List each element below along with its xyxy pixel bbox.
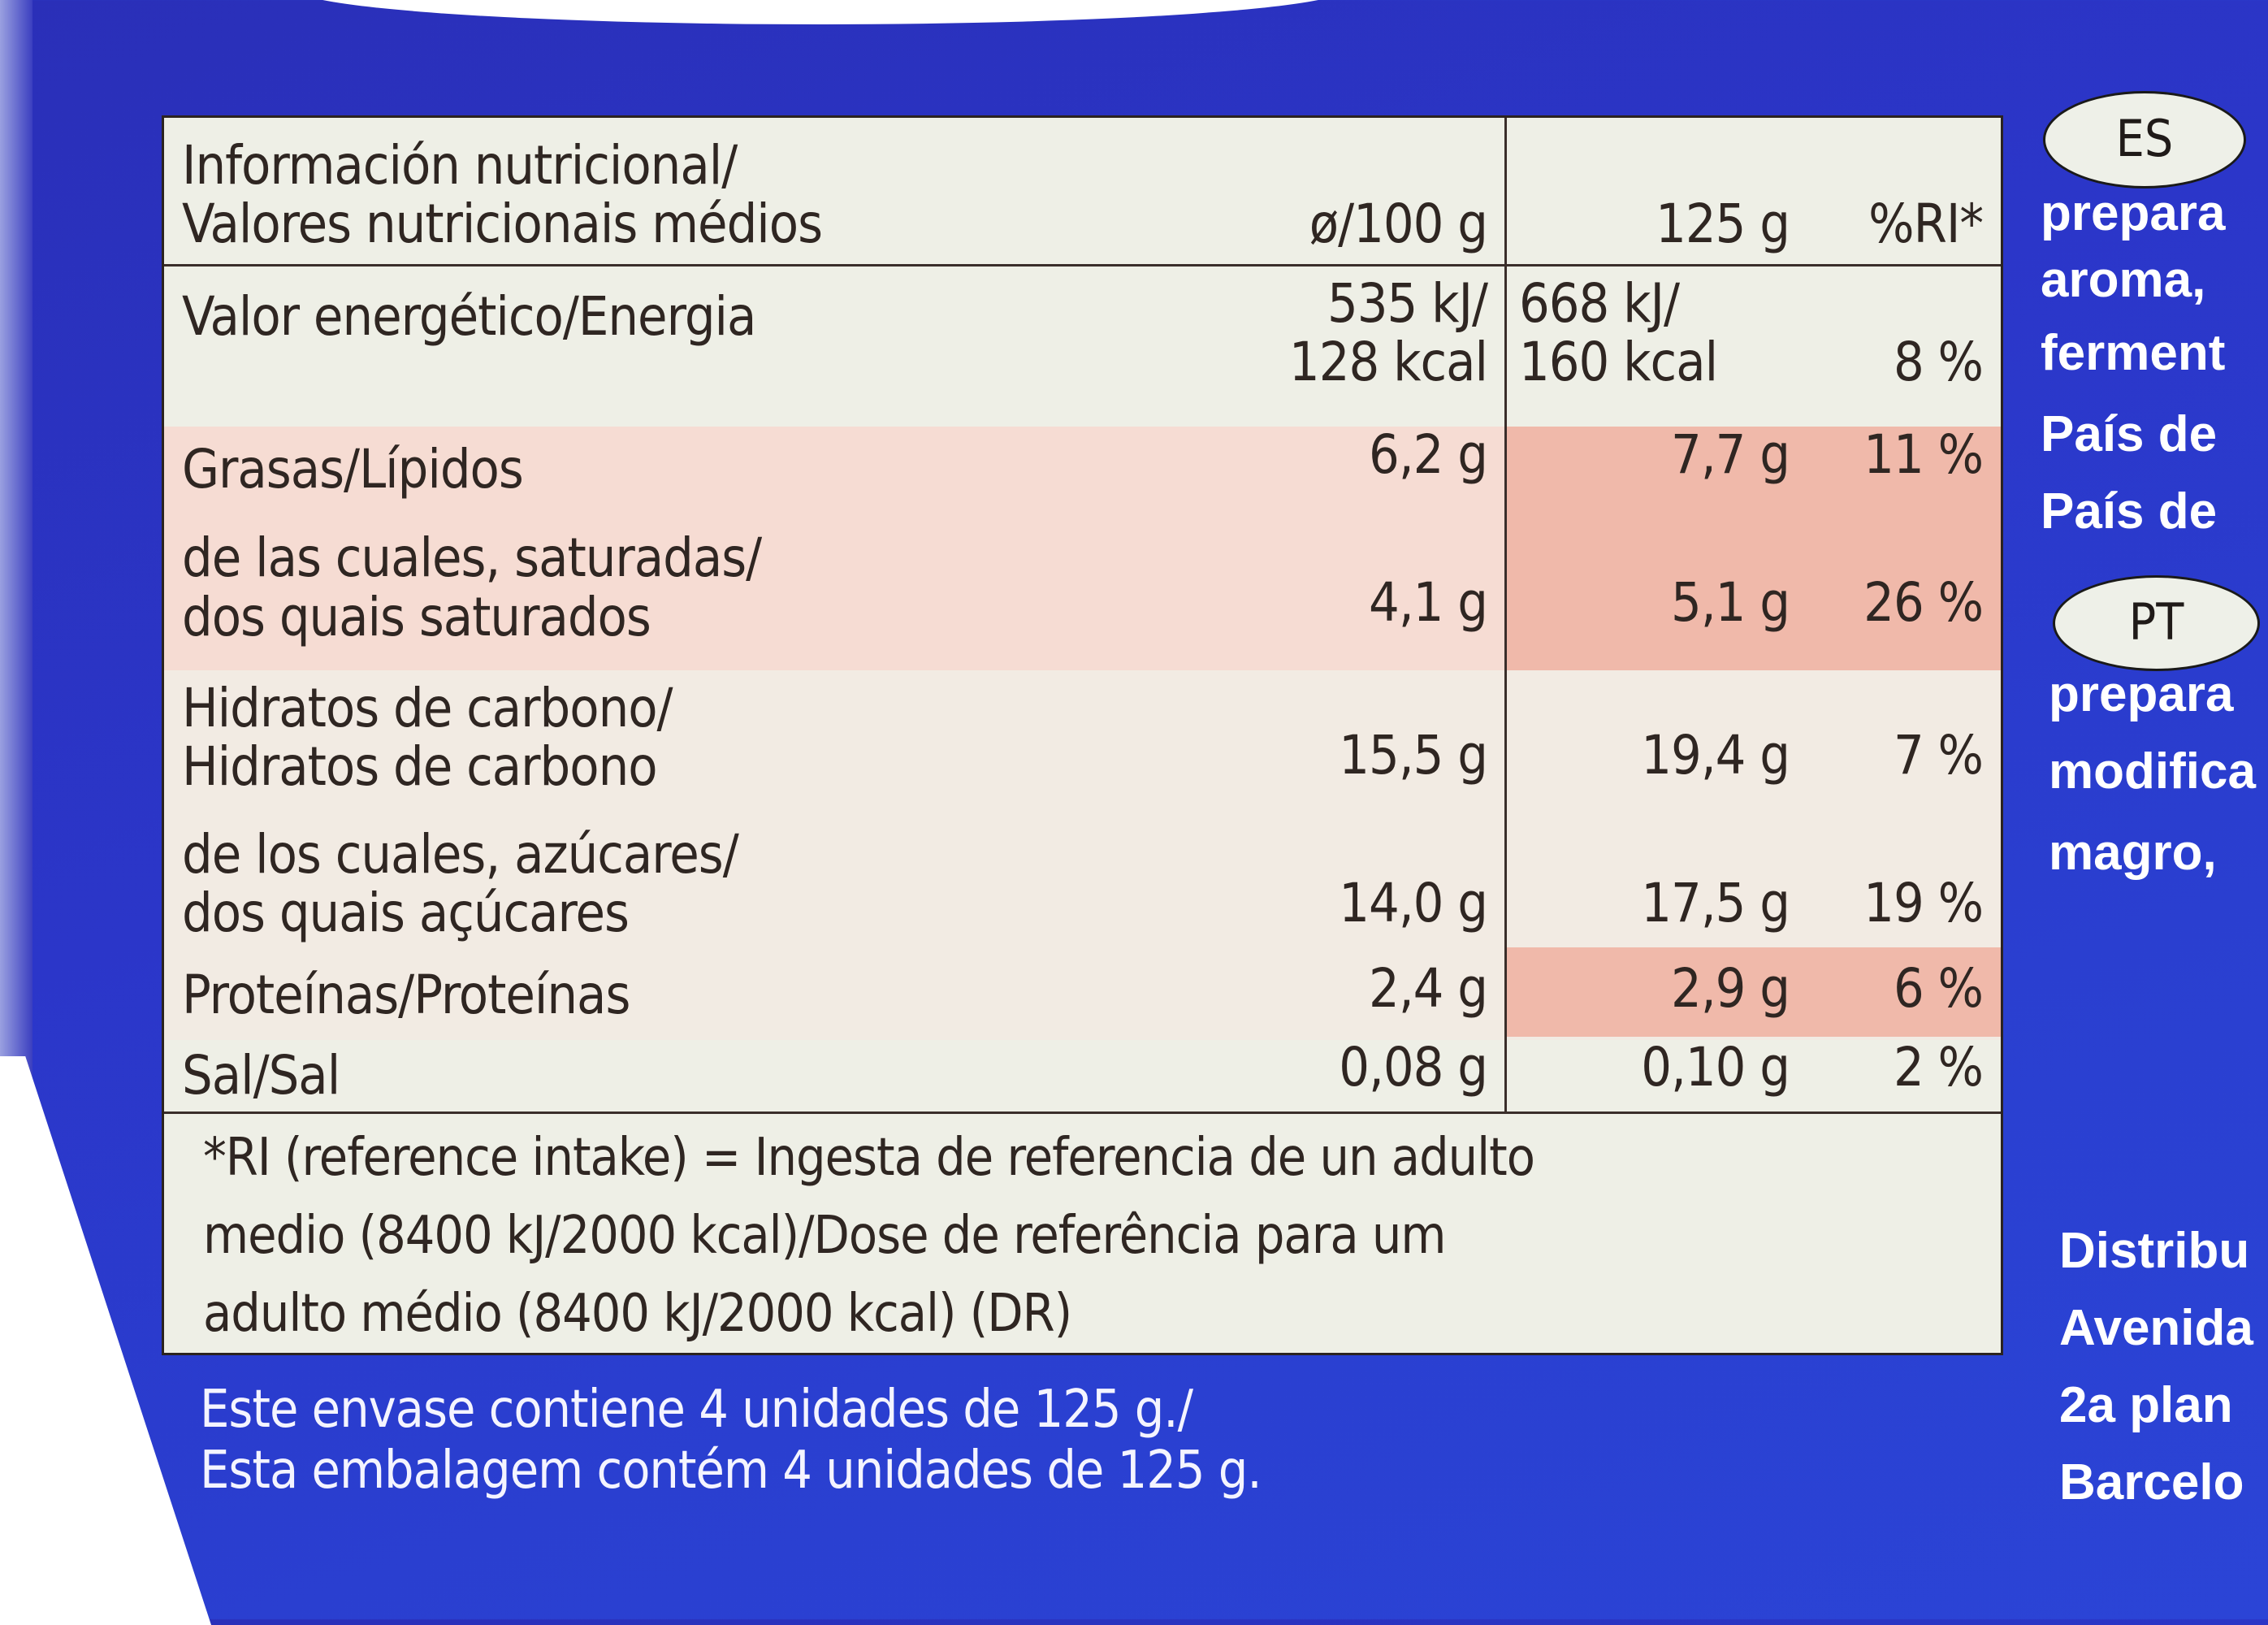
table-title-line1: Información nutricional/	[182, 134, 738, 197]
portion-value: 5,1 g	[1671, 571, 1790, 634]
ri-value: 19 %	[1863, 872, 1984, 934]
package-top-cutout	[292, 0, 1348, 24]
per100-value: 128 kcal	[1288, 331, 1488, 393]
row-label: Hidratos de carbono	[182, 735, 658, 798]
fat-highlight	[1507, 427, 2001, 670]
ri-value: 2 %	[1893, 1036, 1984, 1098]
header-divider	[164, 264, 2001, 266]
ri-value: 7 %	[1893, 724, 1984, 786]
portion-value: 0,10 g	[1641, 1036, 1790, 1098]
distributor-line: 2a plan	[2059, 1377, 2233, 1433]
pt-text-line: prepara	[2049, 666, 2234, 722]
table-title-line2: Valores nutricionais médios	[182, 193, 823, 255]
ri-value: 11 %	[1863, 423, 1984, 486]
footnote-line2: medio (8400 kJ/2000 kcal)/Dose de referê…	[203, 1206, 1446, 1266]
row-label: de las cuales, saturadas/	[182, 526, 762, 589]
es-text-line: prepara	[2041, 185, 2226, 241]
portion-value: 2,9 g	[1671, 957, 1790, 1020]
row-label: dos quais açúcares	[182, 882, 630, 944]
distributor-line: Avenida	[2059, 1300, 2253, 1356]
portion-value: 17,5 g	[1641, 872, 1790, 934]
row-label: Proteínas/Proteínas	[182, 964, 630, 1026]
ri-value: 26 %	[1863, 571, 1984, 634]
row-label: dos quais saturados	[182, 586, 651, 648]
distributor-line: Distribu	[2059, 1223, 2250, 1279]
footnote-line3: adulto médio (8400 kJ/2000 kcal) (DR)	[203, 1284, 1072, 1344]
row-label: Grasas/Lípidos	[182, 438, 524, 500]
ri-value: 6 %	[1893, 957, 1984, 1020]
portion-value: 7,7 g	[1671, 423, 1790, 486]
pt-text-line: magro,	[2049, 825, 2217, 881]
es-text-line: aroma,	[2041, 252, 2206, 308]
per100-value: 6,2 g	[1369, 423, 1488, 486]
header-ri: %RI*	[1868, 193, 1984, 255]
per100-value: 14,0 g	[1339, 872, 1488, 934]
per100-value: 535 kJ/	[1327, 272, 1488, 335]
column-divider	[1504, 118, 1507, 1112]
pt-text-line: modifica	[2049, 743, 2256, 800]
row-label: Sal/Sal	[182, 1044, 340, 1107]
footnote-divider	[164, 1112, 2001, 1114]
portion-value: 19,4 g	[1641, 724, 1790, 786]
row-label: de los cuales, azúcares/	[182, 823, 739, 886]
pt-language-badge: PT	[2053, 575, 2260, 671]
row-label: Valor energético/Energia	[182, 285, 756, 348]
es-text-line: País de	[2041, 406, 2218, 462]
package-note-es: Este envase contiene 4 unidades de 125 g…	[200, 1380, 1193, 1440]
es-text-line: País de	[2041, 483, 2218, 540]
es-text-line: ferment	[2041, 325, 2226, 381]
es-language-badge: ES	[2043, 91, 2246, 188]
portion-value: 160 kcal	[1519, 331, 1718, 393]
distributor-line: Barcelo	[2059, 1454, 2244, 1510]
protein-highlight	[1507, 947, 2001, 1037]
package-note-pt: Esta embalagem contém 4 unidades de 125 …	[200, 1441, 1262, 1501]
portion-value: 668 kJ/	[1519, 272, 1680, 335]
footnote-line1: *RI (reference intake) = Ingesta de refe…	[203, 1128, 1535, 1188]
per100-value: 15,5 g	[1339, 724, 1488, 786]
row-label: Hidratos de carbono/	[182, 677, 673, 739]
header-per100: ø/100 g	[1309, 193, 1488, 255]
per100-value: 0,08 g	[1339, 1036, 1488, 1098]
nutrition-table: Información nutricional/ Valores nutrici…	[162, 115, 2003, 1355]
per100-value: 2,4 g	[1369, 957, 1488, 1020]
header-per-portion: 125 g	[1656, 193, 1790, 255]
per100-value: 4,1 g	[1369, 571, 1488, 634]
ri-value: 8 %	[1893, 331, 1984, 393]
